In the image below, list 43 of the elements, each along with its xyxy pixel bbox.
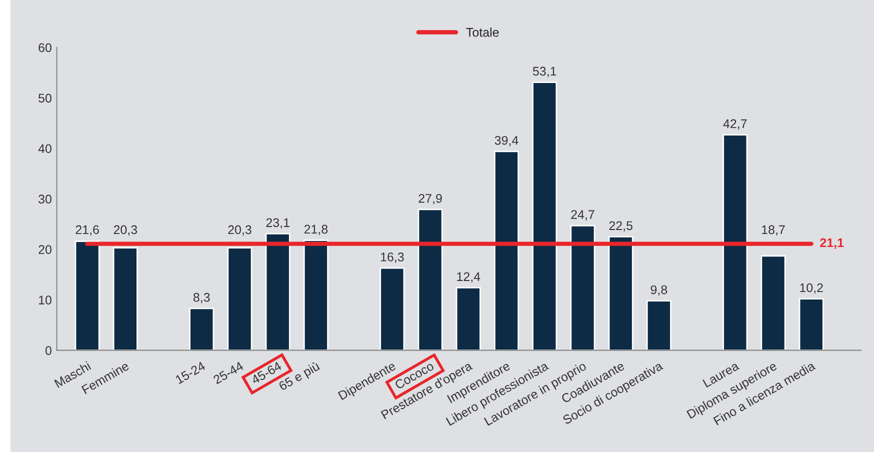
- data-label: 22,5: [609, 221, 632, 232]
- bar: [189, 308, 214, 350]
- data-label: 16,3: [380, 252, 404, 263]
- y-tick-label: 40: [38, 144, 52, 154]
- bar: [227, 247, 252, 350]
- bar: [494, 150, 519, 350]
- bar: [532, 82, 558, 350]
- data-label: 23,1: [266, 218, 290, 229]
- y-tick-label: 30: [38, 194, 52, 204]
- data-label: 21,8: [304, 224, 328, 236]
- data-label: 27,9: [418, 194, 442, 204]
- bar: [265, 233, 290, 350]
- data-label: 24,7: [571, 210, 594, 220]
- data-label: 9,8: [650, 285, 668, 296]
- bar: [112, 247, 138, 350]
- data-label: 12,4: [457, 272, 480, 283]
- bar: [760, 255, 786, 350]
- bar: [722, 134, 748, 350]
- bar: [380, 267, 405, 350]
- data-label: 20,3: [114, 225, 138, 236]
- bar: [646, 300, 672, 350]
- data-label: 53,1: [532, 66, 556, 78]
- bar: [608, 236, 634, 350]
- data-label: 8,3: [193, 292, 210, 304]
- data-label: 39,4: [494, 136, 518, 146]
- data-label: 10,2: [800, 283, 823, 294]
- y-tick-label: 60: [38, 43, 52, 52]
- y-tick-label: 20: [38, 245, 52, 254]
- bar: [798, 298, 824, 350]
- bar: [74, 240, 100, 350]
- data-label: 18,7: [762, 225, 785, 236]
- data-label: 21,6: [76, 225, 99, 236]
- bar: [303, 240, 328, 350]
- y-tick-label: 50: [38, 94, 52, 103]
- data-label: 21,1: [820, 238, 844, 249]
- bar: [456, 287, 481, 350]
- data-label: 20,3: [228, 225, 252, 236]
- bar: [570, 224, 596, 350]
- y-tick-label: 0: [45, 346, 52, 355]
- legend-label: Totale: [466, 28, 499, 37]
- bar: [418, 208, 443, 350]
- y-tick-label: 10: [39, 296, 52, 304]
- data-label: 42,7: [723, 119, 747, 130]
